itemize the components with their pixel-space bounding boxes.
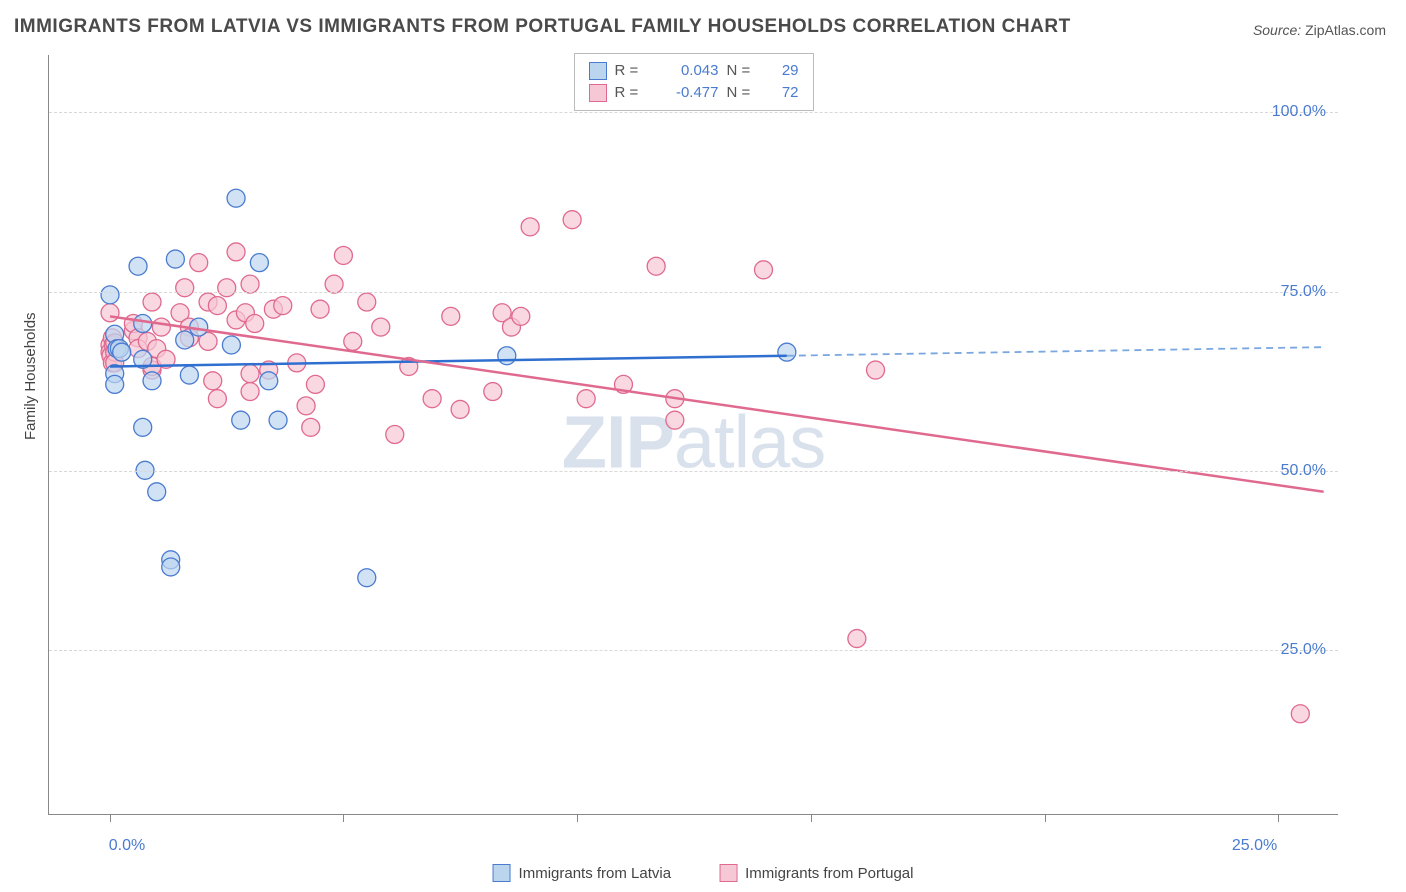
data-point: [190, 254, 208, 272]
x-tick: [811, 814, 812, 822]
data-point: [227, 243, 245, 261]
data-point: [241, 275, 259, 293]
data-point: [227, 189, 245, 207]
data-point: [358, 569, 376, 587]
data-point: [241, 383, 259, 401]
data-point: [166, 250, 184, 268]
legend-swatch: [493, 864, 511, 882]
data-point: [101, 286, 119, 304]
data-point: [208, 297, 226, 315]
source-label: Source:: [1253, 22, 1301, 38]
data-point: [113, 343, 131, 361]
y-tick-label: 75.0%: [1281, 283, 1326, 301]
data-point: [274, 297, 292, 315]
data-point: [143, 293, 161, 311]
gridline-h: [49, 471, 1338, 472]
data-point: [106, 375, 124, 393]
x-tick: [343, 814, 344, 822]
legend-label: Immigrants from Portugal: [745, 865, 913, 882]
data-point: [778, 343, 796, 361]
data-point: [152, 318, 170, 336]
data-point: [232, 411, 250, 429]
plot-area: ZIPatlas R =0.043N =29R =-0.477N =72 25.…: [48, 55, 1338, 815]
data-point: [302, 418, 320, 436]
data-point: [521, 218, 539, 236]
data-point: [755, 261, 773, 279]
data-point: [134, 315, 152, 333]
data-point: [204, 372, 222, 390]
data-point: [451, 400, 469, 418]
x-tick-label: 25.0%: [1232, 837, 1277, 855]
data-point: [218, 279, 236, 297]
y-tick-label: 100.0%: [1272, 103, 1326, 121]
data-point: [484, 383, 502, 401]
data-point: [260, 372, 278, 390]
data-point: [372, 318, 390, 336]
source-attribution: Source: ZipAtlas.com: [1253, 22, 1386, 38]
data-point: [269, 411, 287, 429]
data-point: [666, 411, 684, 429]
data-point: [334, 247, 352, 265]
data-point: [325, 275, 343, 293]
data-point: [1291, 705, 1309, 723]
data-point: [134, 418, 152, 436]
data-point: [498, 347, 516, 365]
data-point: [180, 366, 198, 384]
plot-svg: [49, 55, 1338, 814]
data-point: [647, 257, 665, 275]
data-point: [143, 372, 161, 390]
data-point: [297, 397, 315, 415]
data-point: [176, 331, 194, 349]
data-point: [208, 390, 226, 408]
data-point: [246, 315, 264, 333]
data-point: [423, 390, 441, 408]
gridline-h: [49, 292, 1338, 293]
source-value: ZipAtlas.com: [1305, 22, 1386, 38]
data-point: [222, 336, 240, 354]
chart-title: IMMIGRANTS FROM LATVIA VS IMMIGRANTS FRO…: [14, 16, 1071, 38]
trend-line-portugal: [110, 316, 1324, 491]
y-axis-label: Family Households: [22, 312, 39, 440]
data-point: [848, 630, 866, 648]
trend-line-latvia-extrapolated: [787, 347, 1324, 356]
y-tick-label: 50.0%: [1281, 462, 1326, 480]
data-point: [867, 361, 885, 379]
x-tick: [110, 814, 111, 822]
data-point: [358, 293, 376, 311]
data-point: [162, 558, 180, 576]
data-point: [442, 307, 460, 325]
legend-item: Immigrants from Portugal: [719, 864, 913, 882]
x-tick: [1045, 814, 1046, 822]
data-point: [101, 304, 119, 322]
legend-item: Immigrants from Latvia: [493, 864, 672, 882]
data-point: [176, 279, 194, 297]
data-point: [563, 211, 581, 229]
data-point: [577, 390, 595, 408]
x-tick: [1278, 814, 1279, 822]
gridline-h: [49, 112, 1338, 113]
gridline-h: [49, 650, 1338, 651]
bottom-legend: Immigrants from Latvia Immigrants from Po…: [493, 864, 914, 882]
legend-label: Immigrants from Latvia: [519, 865, 672, 882]
data-point: [306, 375, 324, 393]
data-point: [512, 307, 530, 325]
data-point: [129, 257, 147, 275]
data-point: [344, 332, 362, 350]
data-point: [386, 426, 404, 444]
data-point: [311, 300, 329, 318]
x-tick: [577, 814, 578, 822]
x-tick-label: 0.0%: [109, 837, 145, 855]
data-point: [250, 254, 268, 272]
data-point: [241, 365, 259, 383]
y-tick-label: 25.0%: [1281, 641, 1326, 659]
legend-swatch: [719, 864, 737, 882]
data-point: [148, 483, 166, 501]
